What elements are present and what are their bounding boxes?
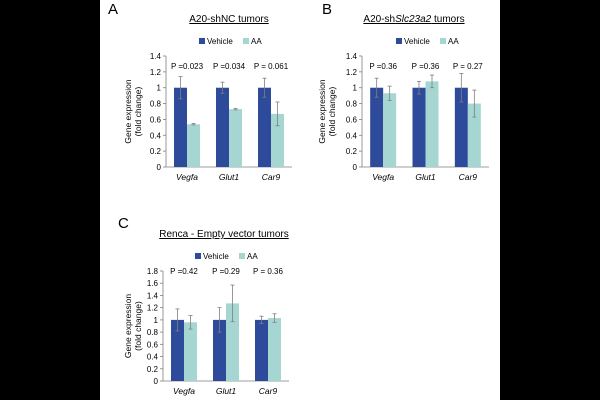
y-axis-label: Gene expression(fold change) (123, 294, 143, 359)
chart-title: Renca - Empty vector tumors (159, 229, 288, 240)
y-tick-label: 0 (154, 377, 159, 386)
p-value-label: P = 0.061 (254, 62, 289, 71)
y-tick-label: 0.4 (147, 353, 159, 362)
bar-aa (229, 109, 242, 167)
y-tick-label: 1.2 (147, 304, 159, 313)
bar-vehicle (370, 87, 384, 167)
legend-label-vehicle: Vehicle (207, 37, 233, 46)
category-label: Glut1 (415, 172, 436, 182)
p-value-label: P = 0.36 (253, 267, 283, 276)
category-label: Vegfa (173, 386, 195, 396)
p-value-label: P =0.42 (170, 267, 198, 276)
legend-label-vehicle: Vehicle (404, 37, 430, 46)
p-value-label: P = 0.27 (453, 62, 483, 71)
y-tick-label: 0.2 (147, 365, 159, 374)
panel-letter-b: B (322, 1, 333, 18)
y-tick-label: 1.4 (147, 291, 159, 300)
category-label: Car9 (259, 386, 278, 396)
legend-swatch-vehicle (396, 38, 402, 44)
y-tick-label: 0.6 (346, 115, 358, 124)
bar-aa (184, 322, 197, 381)
chart-b: A20-shSlc23a2 tumors Vehicle AA 0 0.2 0.4 0.6 0… (317, 14, 489, 182)
y-tick-label: 0.4 (346, 131, 358, 140)
y-tick-label: 0.8 (346, 100, 358, 109)
category-label: Vegfa (176, 172, 198, 182)
y-axis-label: Gene expression(fold change) (123, 79, 143, 144)
y-tick-label: 1.4 (346, 52, 358, 61)
legend-label-aa: AA (448, 37, 459, 46)
bar-vehicle (171, 319, 184, 381)
bar-vehicle (216, 87, 229, 167)
category-label: Car9 (262, 172, 281, 182)
y-tick-label: 0.6 (147, 340, 159, 349)
y-tick-label: 1.2 (150, 68, 162, 77)
y-tick-label: 1 (353, 84, 358, 93)
bar-vehicle (258, 87, 271, 167)
chart-title: A20-shNC tumors (189, 14, 268, 25)
y-tick-label: 1.6 (147, 279, 159, 288)
bar-vehicle (255, 319, 268, 381)
figure: A B C A20-shNC tumors Vehicle AA 0 0.2 0.4 0.6… (100, 0, 500, 400)
bar-aa (226, 303, 239, 381)
y-tick-label: 0.4 (150, 131, 162, 140)
legend-swatch-aa (440, 38, 446, 44)
y-tick-label: 0.8 (147, 328, 159, 337)
p-value-label: P =0.36 (369, 62, 397, 71)
y-tick-label: 1.2 (346, 68, 358, 77)
legend-swatch-vehicle (199, 38, 205, 44)
category-label: Car9 (459, 172, 478, 182)
chart-title: A20-shSlc23a2 tumors (363, 14, 464, 25)
bar-aa (383, 93, 397, 167)
y-tick-label: 0 (353, 163, 358, 172)
panel-letter-c: C (118, 215, 129, 232)
y-tick-label: 0.6 (150, 115, 162, 124)
legend-label-vehicle: Vehicle (203, 252, 229, 261)
chart-a: A20-shNC tumors Vehicle AA 0 0.2 0.4 0.6 0.8 1 1.… (123, 14, 292, 182)
bar-vehicle (213, 319, 226, 381)
y-tick-label: 1.8 (147, 267, 159, 276)
bar-aa (425, 81, 439, 167)
y-tick-label: 0 (157, 163, 162, 172)
p-value-label: P =0.29 (212, 267, 240, 276)
bar-aa (467, 103, 481, 167)
y-tick-label: 1 (157, 84, 162, 93)
y-tick-label: 0.2 (150, 147, 162, 156)
category-label: Vegfa (372, 172, 394, 182)
legend-swatch-aa (239, 253, 245, 259)
legend-swatch-aa (243, 38, 249, 44)
y-tick-label: 1.4 (150, 52, 162, 61)
bar-aa (271, 113, 284, 167)
p-value-label: P =0.023 (171, 62, 204, 71)
y-tick-label: 0.8 (150, 100, 162, 109)
y-axis-label: Gene expression(fold change) (317, 79, 337, 144)
chart-c: Renca - Empty vector tumors Vehicle AA 0 0.2… (123, 229, 289, 396)
legend-swatch-vehicle (195, 253, 201, 259)
bar-vehicle (454, 87, 468, 167)
legend-label-aa: AA (247, 252, 258, 261)
p-value-label: P =0.034 (213, 62, 246, 71)
category-label: Glut1 (216, 386, 237, 396)
category-label: Glut1 (219, 172, 240, 182)
y-tick-label: 1 (154, 316, 159, 325)
bar-aa (268, 318, 281, 381)
y-tick-label: 0.2 (346, 147, 358, 156)
bar-vehicle (174, 87, 187, 167)
bar-vehicle (412, 87, 426, 167)
panel-letter-a: A (108, 1, 119, 18)
p-value-label: P =0.36 (412, 62, 440, 71)
legend-label-aa: AA (251, 37, 262, 46)
bar-aa (187, 124, 200, 167)
